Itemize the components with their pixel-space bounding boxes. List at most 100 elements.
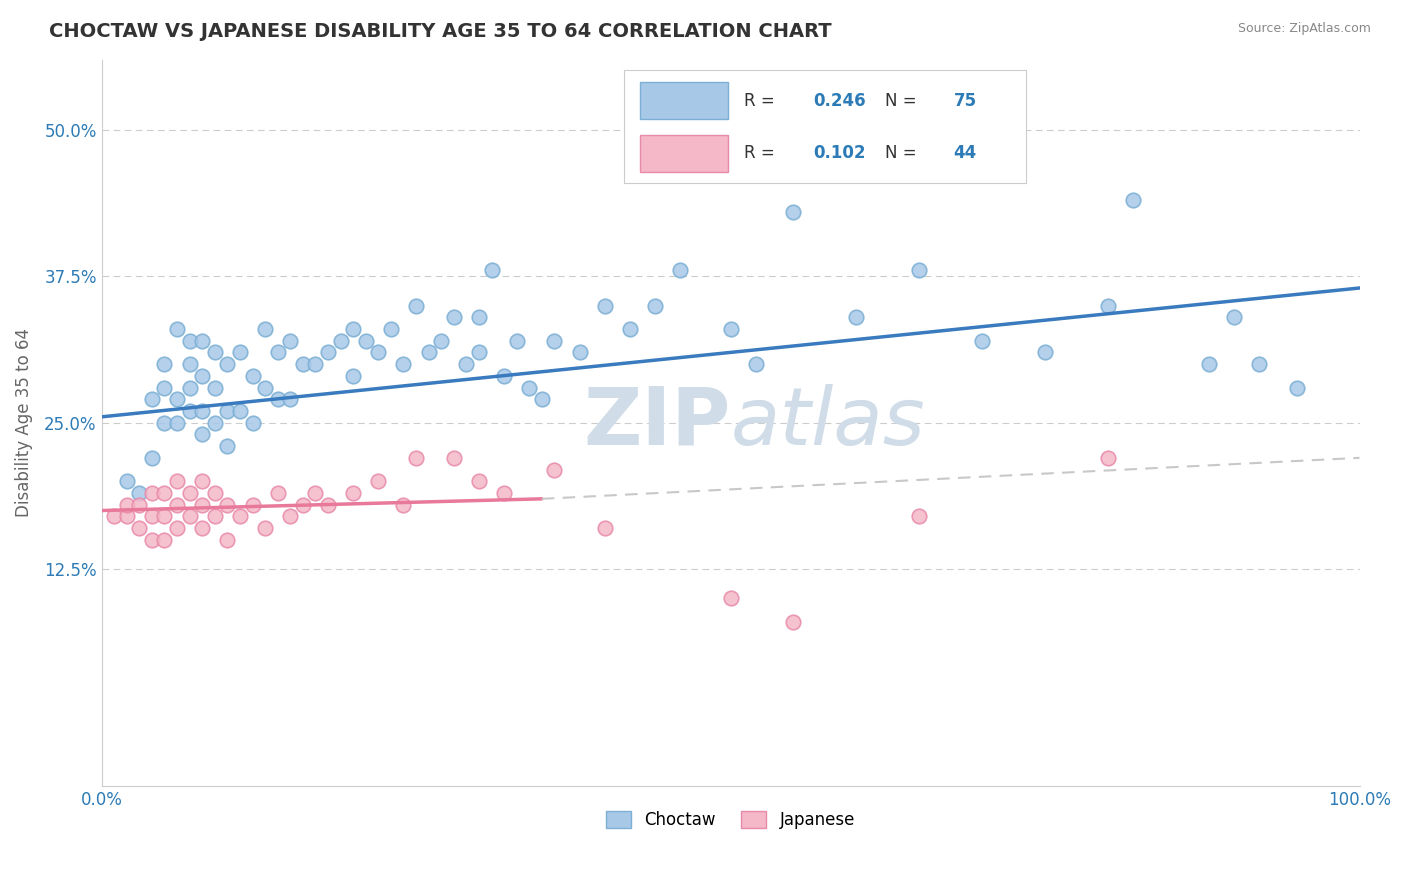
Point xyxy=(1247,357,1270,371)
Point xyxy=(972,334,994,348)
Point xyxy=(291,357,314,371)
Point xyxy=(530,392,553,407)
Point xyxy=(254,322,277,336)
Point xyxy=(593,521,616,535)
Point xyxy=(392,357,415,371)
Point xyxy=(517,380,540,394)
Point xyxy=(342,368,364,383)
Point xyxy=(191,368,214,383)
Point xyxy=(191,334,214,348)
Point xyxy=(720,591,742,606)
Point xyxy=(153,533,176,547)
Point xyxy=(316,345,339,359)
Point xyxy=(329,334,352,348)
Point xyxy=(191,475,214,489)
Point xyxy=(354,334,377,348)
Point xyxy=(392,498,415,512)
Point xyxy=(103,509,125,524)
Point xyxy=(166,322,188,336)
Point xyxy=(278,509,301,524)
Point xyxy=(153,357,176,371)
Y-axis label: Disability Age 35 to 64: Disability Age 35 to 64 xyxy=(15,328,32,517)
Point xyxy=(254,521,277,535)
Point xyxy=(128,486,150,500)
Point xyxy=(166,416,188,430)
Point xyxy=(179,334,201,348)
Point xyxy=(141,509,163,524)
Point xyxy=(278,392,301,407)
Point xyxy=(1285,380,1308,394)
Point xyxy=(217,533,239,547)
Legend: Choctaw, Japanese: Choctaw, Japanese xyxy=(599,804,862,836)
Point xyxy=(1122,193,1144,207)
Point xyxy=(644,299,666,313)
Point xyxy=(744,357,766,371)
Point xyxy=(782,205,804,219)
Point xyxy=(468,475,491,489)
Point xyxy=(908,509,931,524)
Point xyxy=(720,322,742,336)
Point xyxy=(204,380,226,394)
Point xyxy=(166,392,188,407)
Point xyxy=(506,334,529,348)
Point xyxy=(179,380,201,394)
Point xyxy=(229,404,252,418)
Point xyxy=(278,334,301,348)
Text: Source: ZipAtlas.com: Source: ZipAtlas.com xyxy=(1237,22,1371,36)
Point xyxy=(304,357,326,371)
Text: CHOCTAW VS JAPANESE DISABILITY AGE 35 TO 64 CORRELATION CHART: CHOCTAW VS JAPANESE DISABILITY AGE 35 TO… xyxy=(49,22,832,41)
Point xyxy=(443,310,465,325)
Point xyxy=(115,475,138,489)
Point xyxy=(494,368,516,383)
Point xyxy=(153,486,176,500)
Point xyxy=(405,299,427,313)
Point xyxy=(568,345,591,359)
Point xyxy=(204,345,226,359)
Point xyxy=(141,450,163,465)
Point xyxy=(468,345,491,359)
Point xyxy=(1097,450,1119,465)
Point xyxy=(669,263,692,277)
Point xyxy=(443,450,465,465)
Point xyxy=(254,380,277,394)
Point xyxy=(191,404,214,418)
Point xyxy=(543,462,565,476)
Point xyxy=(179,509,201,524)
Point xyxy=(342,322,364,336)
Point xyxy=(153,380,176,394)
Point xyxy=(229,509,252,524)
Text: atlas: atlas xyxy=(731,384,925,462)
Point xyxy=(494,486,516,500)
Text: ZIP: ZIP xyxy=(583,384,731,462)
Point xyxy=(405,450,427,465)
Point xyxy=(291,498,314,512)
Point xyxy=(1198,357,1220,371)
Point xyxy=(367,475,389,489)
Point xyxy=(316,498,339,512)
Point xyxy=(166,475,188,489)
Point xyxy=(267,486,290,500)
Point xyxy=(179,404,201,418)
Point xyxy=(1097,299,1119,313)
Point xyxy=(380,322,402,336)
Point xyxy=(468,310,491,325)
Point xyxy=(418,345,440,359)
Point xyxy=(242,368,264,383)
Point xyxy=(782,615,804,629)
Point xyxy=(1222,310,1244,325)
Point xyxy=(481,263,503,277)
Point xyxy=(191,498,214,512)
Point xyxy=(191,521,214,535)
Point xyxy=(619,322,641,336)
Point xyxy=(204,416,226,430)
Point xyxy=(242,498,264,512)
Point xyxy=(115,498,138,512)
Point xyxy=(543,334,565,348)
Point xyxy=(141,533,163,547)
Point xyxy=(242,416,264,430)
Point xyxy=(141,486,163,500)
Point xyxy=(217,404,239,418)
Point xyxy=(217,357,239,371)
Point xyxy=(204,486,226,500)
Point xyxy=(845,310,868,325)
